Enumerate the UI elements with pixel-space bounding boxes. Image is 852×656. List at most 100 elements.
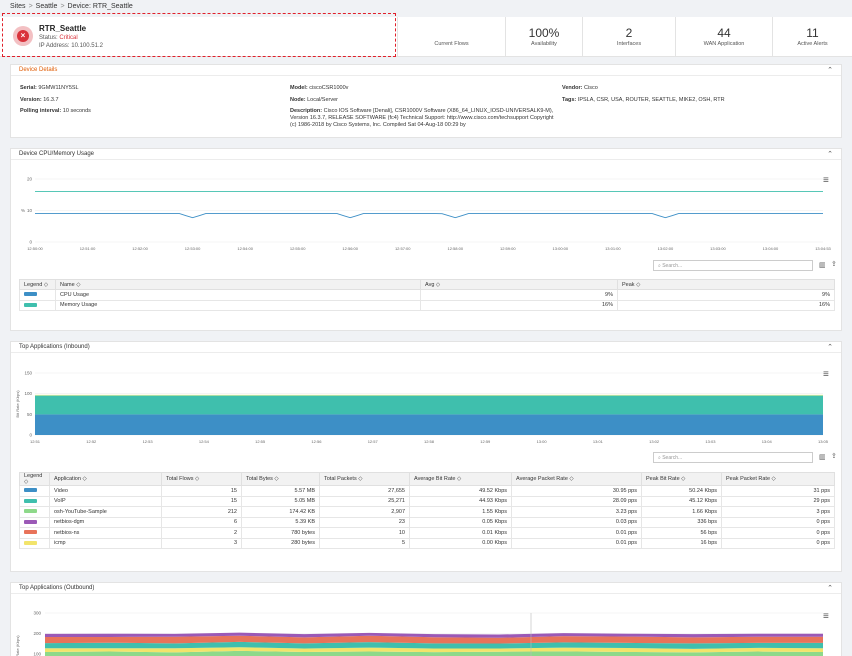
inbound-search-input[interactable]: ⌕ Search... <box>653 452 813 463</box>
col-name[interactable]: Name ◇ <box>55 279 421 290</box>
x-tick-label: 12:59:00 <box>500 246 516 251</box>
device-details-panel: Device Details ⌃ Serial: 9GMW11NY5SL Ver… <box>10 64 842 138</box>
bytes-cell: 5.57 MB <box>241 485 320 497</box>
chevron-up-icon[interactable]: ⌃ <box>827 151 833 158</box>
table-row[interactable]: netbios-ns 2 780 bytes 10 0.01 Kbps 0.01 pps 5… <box>19 527 835 539</box>
area-series-2 <box>35 395 823 396</box>
peak_bit-cell: 16 bps <box>641 537 722 549</box>
chart-menu-icon[interactable]: ≡ <box>823 175 829 186</box>
col-header[interactable]: Application ◇ <box>49 472 162 486</box>
table-row[interactable]: Memory Usage 16% 16% <box>19 299 835 311</box>
legend-cell <box>19 289 56 301</box>
kpi-availability[interactable]: 100% Availability <box>505 17 582 57</box>
export-icon[interactable]: ⇪ <box>831 453 837 460</box>
x-tick-label: 12:56 <box>311 439 322 444</box>
kpi-value: 100% <box>528 26 560 40</box>
area-series-0 <box>35 414 823 435</box>
peak_bit-cell: 1.66 Kbps <box>641 506 722 518</box>
app-cell: netbios-ns <box>49 527 162 539</box>
col-header[interactable]: Total Packets ◇ <box>319 472 410 486</box>
outbound-header[interactable]: Top Applications (Outbound) ⌃ <box>11 583 841 594</box>
x-tick-label: 13:01 <box>593 439 604 444</box>
chevron-up-icon[interactable]: ⌃ <box>827 344 833 351</box>
packets-cell: 25,271 <box>319 495 410 507</box>
flows-cell: 2 <box>161 527 242 539</box>
col-avg[interactable]: Avg ◇ <box>420 279 618 290</box>
kpi-label: Current Flows <box>434 41 469 47</box>
col-header[interactable]: Legend ◇ <box>19 472 50 486</box>
cpu-memory-chart: 20 10 0% 12:50:00 12:51:00 12:52:00 12:53:00 12… <box>21 177 832 252</box>
avg_bit-cell: 0.01 Kbps <box>409 527 512 539</box>
legend-swatch <box>24 519 37 524</box>
chevron-up-icon[interactable]: ⌃ <box>827 585 833 592</box>
y-tick-label: 20 <box>27 177 33 182</box>
col-header[interactable]: Peak Packet Rate ◇ <box>721 472 835 486</box>
table-row[interactable]: netbios-dgm 6 5.39 KB 23 0.05 Kbps 0.03 pps 33… <box>19 516 835 528</box>
peak_pkt-cell: 29 pps <box>721 495 835 507</box>
breadcrumb-seattle[interactable]: Seattle <box>35 3 58 10</box>
peak-cell: 16% <box>617 299 835 311</box>
breadcrumb-sites[interactable]: Sites <box>10 3 26 10</box>
avg_bit-cell: 49.52 Kbps <box>409 485 512 497</box>
bytes-cell: 174.42 KB <box>241 506 320 518</box>
peak_bit-cell: 56 bps <box>641 527 722 539</box>
inbound-header[interactable]: Top Applications (Inbound) ⌃ <box>11 342 841 353</box>
x-tick-label: 12:51:00 <box>80 246 96 251</box>
col-header[interactable]: Total Flows ◇ <box>161 472 242 486</box>
area-series-3 <box>45 635 823 644</box>
area-series-2 <box>45 641 823 649</box>
table-row[interactable]: Video 15 5.57 MB 27,655 49.52 Kbps 30.95 pps 5… <box>19 485 835 497</box>
x-tick-label: 12:52:00 <box>132 246 148 251</box>
table-row[interactable]: CPU Usage 9% 9% <box>19 289 835 301</box>
col-header[interactable]: Total Bytes ◇ <box>241 472 320 486</box>
columns-icon[interactable]: ▥ <box>819 454 826 461</box>
avg-cell: 16% <box>420 299 618 311</box>
peak_bit-cell: 336 bps <box>641 516 722 528</box>
node-field: Node: Local/Server <box>290 97 339 103</box>
legend-swatch <box>24 530 37 535</box>
table-row[interactable]: osh-YouTube-Sample 212 174.42 KB 2,907 1.55 … <box>19 506 835 518</box>
kpi-interfaces[interactable]: 2 Interfaces <box>582 17 675 57</box>
x-tick-label: 13:02:00 <box>658 246 674 251</box>
export-icon[interactable]: ⇪ <box>831 261 837 268</box>
cpu-search-input[interactable]: ⌕ Search... <box>653 260 813 271</box>
y-tick-label: 0 <box>29 433 32 438</box>
col-peak[interactable]: Peak ◇ <box>617 279 835 290</box>
legend-swatch <box>24 498 37 503</box>
breadcrumb-separator: > <box>60 3 65 10</box>
breadcrumb-separator: > <box>28 3 33 10</box>
panel-title: Device CPU/Memory Usage <box>19 151 95 157</box>
col-legend[interactable]: Legend ◇ <box>19 279 56 290</box>
packets-cell: 27,655 <box>319 485 410 497</box>
legend-cell <box>19 485 50 497</box>
col-header[interactable]: Average Packet Rate ◇ <box>511 472 642 486</box>
x-tick-label: 12:59 <box>480 439 491 444</box>
legend-swatch <box>24 509 37 514</box>
kpi-current-flows[interactable]: Current Flows <box>397 17 505 57</box>
kpi-value: 11 <box>806 26 819 40</box>
chart-menu-icon[interactable]: ≡ <box>823 611 829 622</box>
legend-swatch <box>24 488 37 493</box>
col-header[interactable]: Average Bit Rate ◇ <box>409 472 512 486</box>
app-cell: osh-YouTube-Sample <box>49 506 162 518</box>
kpi-active-alerts[interactable]: 11 Active Alerts <box>772 17 852 57</box>
flows-cell: 15 <box>161 485 242 497</box>
columns-icon[interactable]: ▥ <box>819 262 826 269</box>
cpu-memory-header[interactable]: Device CPU/Memory Usage ⌃ <box>11 149 841 160</box>
chart-menu-icon[interactable]: ≡ <box>823 369 829 380</box>
table-row[interactable]: VoIP 15 5.05 MB 25,271 44.93 Kbps 28.09 pps 45… <box>19 495 835 507</box>
x-tick-label: 12:54 <box>199 439 210 444</box>
x-tick-label: 12:50:00 <box>27 246 43 251</box>
avg_pkt-cell: 0.03 pps <box>511 516 642 528</box>
x-tick-label: 13:00 <box>537 439 548 444</box>
panel-title: Device Details <box>19 67 58 73</box>
col-header[interactable]: Peak Bit Rate ◇ <box>641 472 722 486</box>
x-tick-label: 12:58:00 <box>447 246 463 251</box>
chevron-up-icon[interactable]: ⌃ <box>827 67 833 74</box>
legend-swatch <box>24 302 37 307</box>
kpi-wan-application[interactable]: 44 WAN Application <box>675 17 772 57</box>
outbound-chart: 300 200 100 Bit Rate (Kbps) <box>15 611 823 656</box>
table-row[interactable]: icmp 3 280 bytes 5 0.00 Kbps 0.01 pps 16 bps 0 … <box>19 537 835 549</box>
breadcrumb: Sites > Seattle > Device: RTR_Seattle <box>10 3 133 10</box>
device-details-header[interactable]: Device Details ⌃ <box>11 65 841 76</box>
